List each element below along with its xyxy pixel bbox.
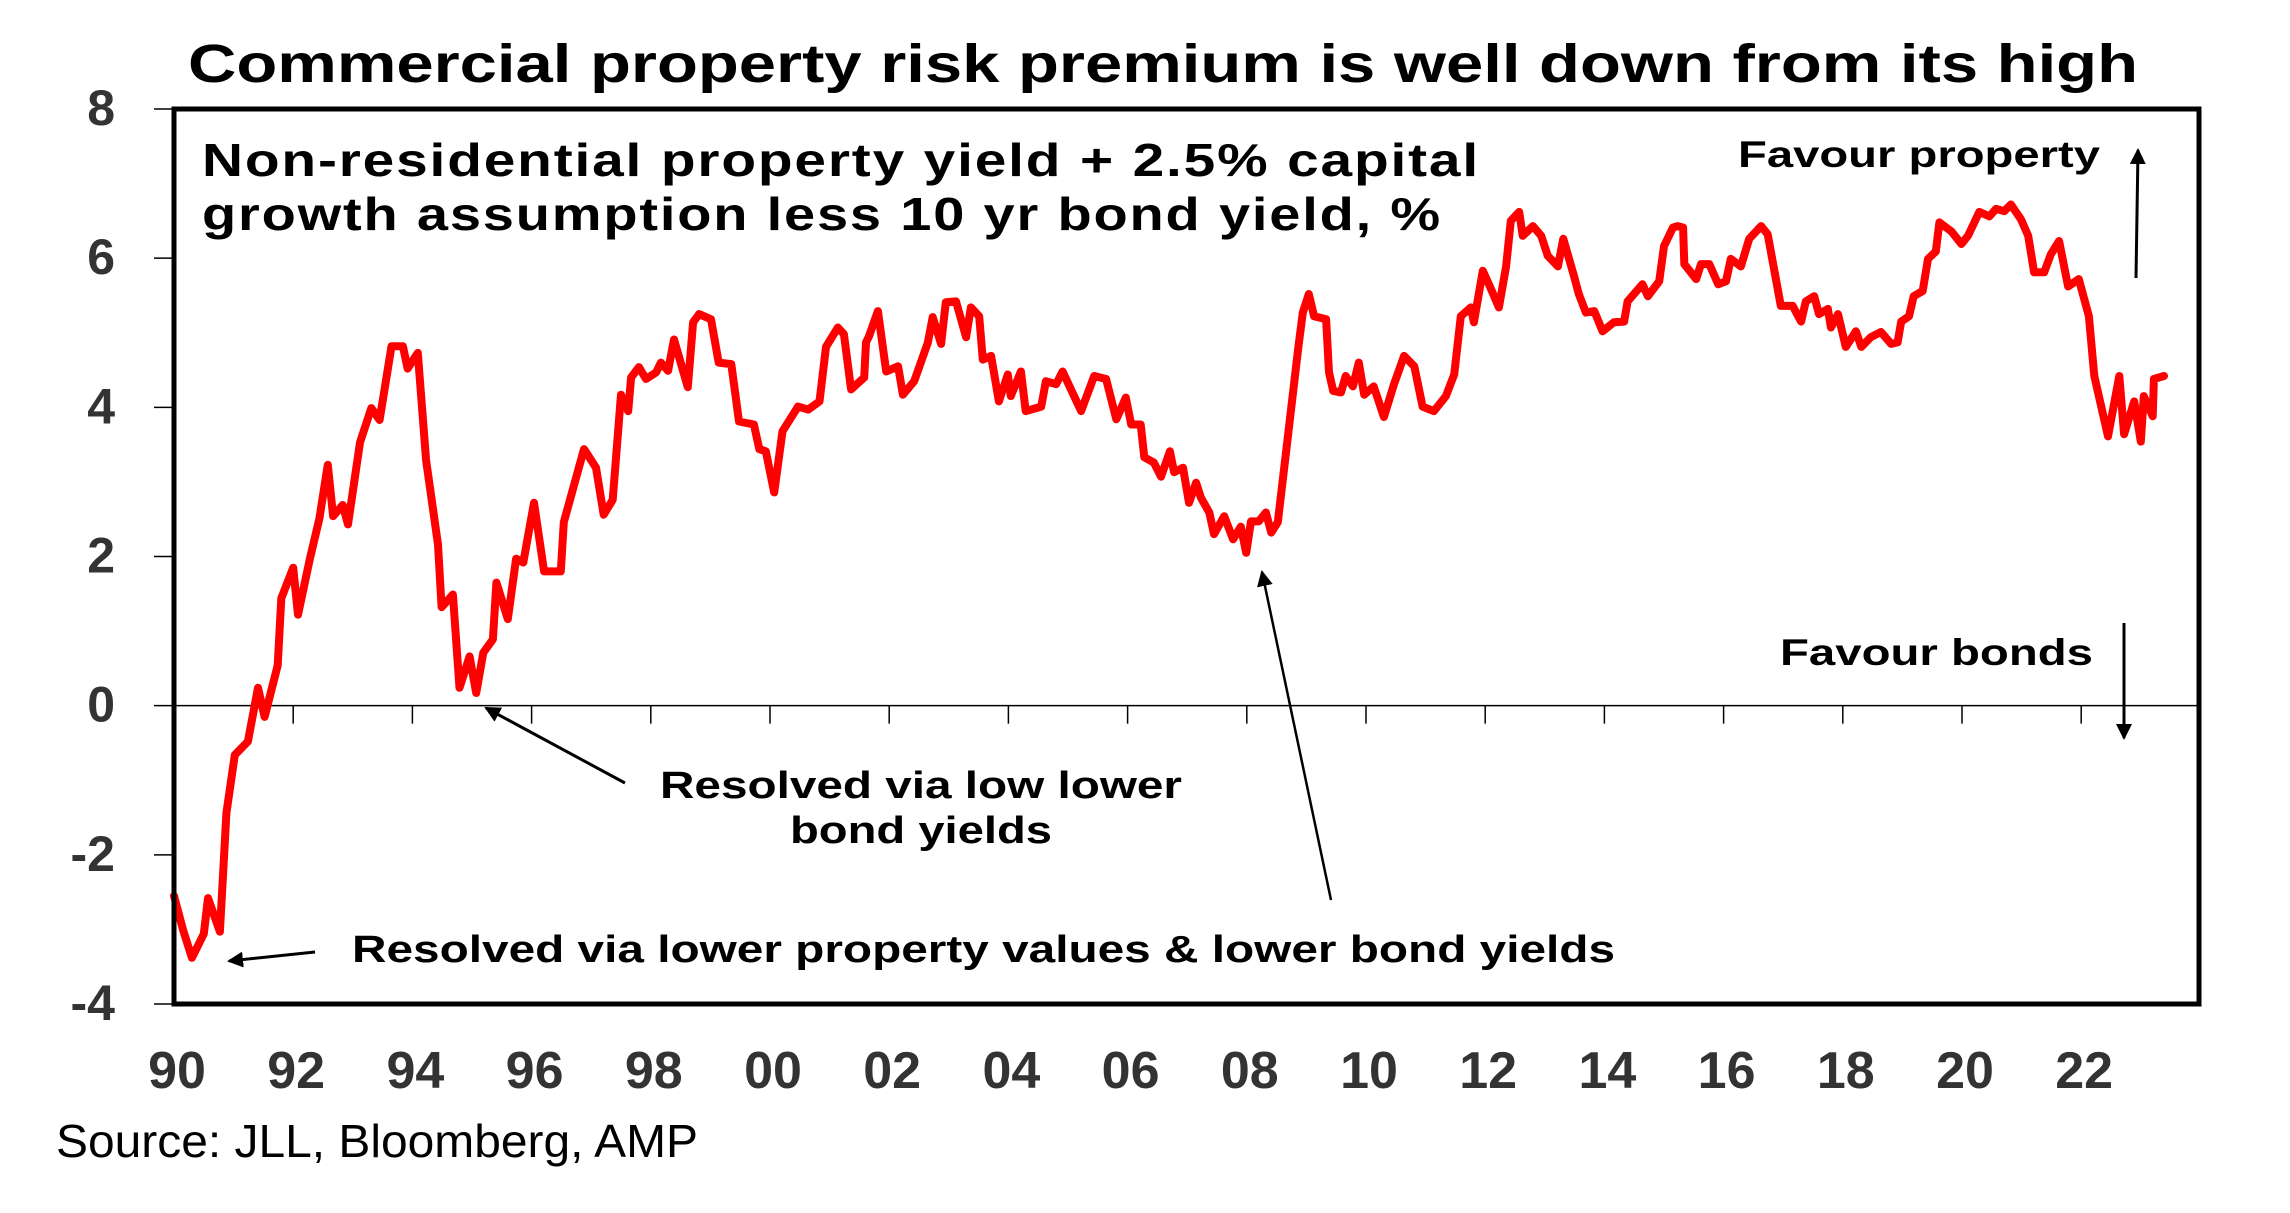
x-tick-label: 08 [1221, 1042, 1279, 1100]
y-tick-label: 4 [87, 378, 115, 434]
x-tick-label: 12 [1459, 1042, 1517, 1100]
y-tick-label: 6 [87, 229, 115, 285]
arrow-up-icon [2129, 148, 2146, 279]
arrow-to-1995-icon [484, 706, 626, 785]
x-tick-label: 98 [625, 1042, 683, 1100]
plot-area [154, 106, 2202, 1007]
x-tick-label: 92 [267, 1042, 325, 1100]
x-tick-label: 90 [148, 1042, 206, 1100]
subtitle: Non-residential property yield + 2.5% ca… [202, 134, 1480, 240]
x-tick-label: 00 [744, 1042, 802, 1100]
x-tick-label: 96 [506, 1042, 564, 1100]
y-tick-label: -2 [71, 826, 115, 882]
annotation-resolved-2008 [1257, 570, 1333, 901]
x-tick-label: 22 [2055, 1042, 2113, 1100]
y-tick-label: 2 [87, 528, 115, 584]
y-ticks [154, 108, 174, 1005]
x-tick-label: 20 [1936, 1042, 1994, 1100]
plot-frame [171, 106, 2202, 1007]
series-line-property-risk-premium [170, 200, 2168, 962]
favour-bonds-label: Favour bonds [1780, 632, 2093, 673]
subtitle-line-1: Non-residential property yield + 2.5% ca… [202, 134, 1480, 186]
y-axis-labels: 8 6 4 2 0 -2 -4 [71, 80, 116, 1031]
y-tick-label: 8 [87, 80, 115, 136]
chart-title: Commercial property risk premium is well… [188, 34, 2138, 94]
x-minor-ticks [292, 705, 2082, 724]
y-tick-label: 0 [87, 677, 115, 733]
arrow-to-1990-icon [227, 950, 316, 968]
resolved-1995-line-1: Resolved via low lower [660, 765, 1182, 807]
resolved-1995-line-2: bond yields [790, 810, 1052, 852]
annotation-favour-bonds: Favour bonds [1780, 623, 2132, 740]
annotation-resolved-1995: Resolved via low lower bond yields [484, 706, 1182, 852]
source-note: Source: JLL, Bloomberg, AMP [56, 1115, 698, 1167]
x-tick-label: 94 [386, 1042, 444, 1100]
x-tick-label: 10 [1340, 1042, 1398, 1100]
x-tick-label: 18 [1817, 1042, 1875, 1100]
y-tick-label: -4 [71, 975, 116, 1031]
favour-property-label: Favour property [1738, 134, 2101, 175]
subtitle-line-2: growth assumption less 10 yr bond yield,… [202, 188, 1442, 240]
x-tick-label: 16 [1698, 1042, 1756, 1100]
x-tick-label: 06 [1102, 1042, 1160, 1100]
x-tick-label: 04 [982, 1042, 1040, 1100]
annotation-favour-property: Favour property [1738, 134, 2146, 279]
x-tick-label: 14 [1578, 1042, 1636, 1100]
x-tick-label: 02 [863, 1042, 921, 1100]
annotation-resolved-1990: Resolved via lower property values & low… [227, 929, 1615, 971]
arrow-to-2008-icon [1257, 570, 1333, 901]
x-axis-labels: 90 92 94 96 98 00 02 04 06 08 10 12 14 16 18 20 22 [148, 1042, 2113, 1100]
resolved-1990-label: Resolved via lower property values & low… [352, 929, 1615, 971]
